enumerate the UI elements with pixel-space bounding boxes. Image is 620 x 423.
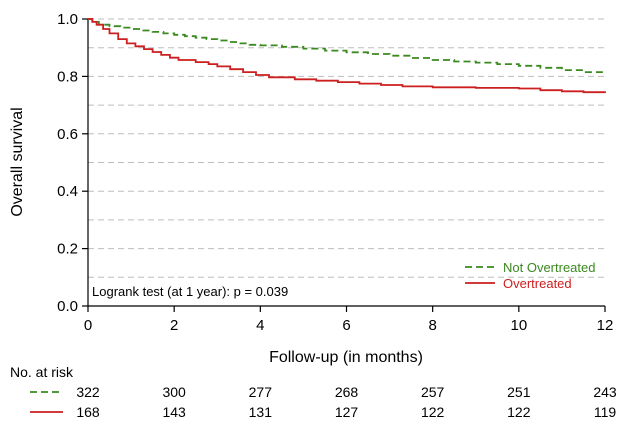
x-tick-label: 4 xyxy=(256,317,264,334)
risk-count: 268 xyxy=(335,384,359,400)
series-line-overtreated xyxy=(88,18,606,94)
legend-label-overtreated: Overtreated xyxy=(503,276,572,291)
y-ticks: 0.0 0.2 0.4 0.6 0.8 1.0 xyxy=(57,11,88,315)
risk-count: 127 xyxy=(335,404,359,420)
x-tick-label: 2 xyxy=(170,317,178,334)
x-ticks: 0 2 4 6 8 10 12 xyxy=(84,306,614,334)
x-tick-label: 10 xyxy=(510,317,527,334)
logrank-annotation: Logrank test (at 1 year): p = 0.039 xyxy=(92,284,288,299)
risk-count: 243 xyxy=(593,384,617,400)
risk-count: 122 xyxy=(507,404,531,420)
series-lines xyxy=(88,18,606,94)
risk-count: 168 xyxy=(76,404,100,420)
grid-lines xyxy=(88,18,605,278)
y-tick-label: 0.6 xyxy=(57,126,78,143)
legend: Not Overtreated Overtreated xyxy=(465,260,596,291)
y-tick-label: 0.2 xyxy=(57,241,78,258)
risk-count: 251 xyxy=(507,384,531,400)
risk-count: 122 xyxy=(421,404,445,420)
risk-count: 131 xyxy=(249,404,273,420)
risk-count: 143 xyxy=(162,404,186,420)
x-tick-label: 0 xyxy=(84,317,92,334)
x-axis-label: Follow-up (in months) xyxy=(269,349,423,366)
y-tick-label: 0.4 xyxy=(57,183,78,200)
y-tick-label: 1.0 xyxy=(57,11,78,28)
risk-table-title: No. at risk xyxy=(10,364,74,380)
x-tick-label: 6 xyxy=(342,317,350,334)
y-tick-label: 0.0 xyxy=(57,298,78,315)
legend-label-not-overtreated: Not Overtreated xyxy=(503,260,596,275)
y-axis-label: Overall survival xyxy=(9,107,26,216)
y-tick-label: 0.8 xyxy=(57,68,78,85)
series-line-not-overtreated xyxy=(88,18,606,74)
x-tick-label: 12 xyxy=(597,317,614,334)
risk-count: 300 xyxy=(162,384,186,400)
risk-count: 322 xyxy=(76,384,100,400)
risk-count: 257 xyxy=(421,384,445,400)
risk-count: 119 xyxy=(594,404,617,420)
risk-table-counts: 322 300 277 268 257 251 243 168 143 131 127 122 122 1… xyxy=(76,384,617,420)
risk-count: 277 xyxy=(249,384,273,400)
x-tick-label: 8 xyxy=(428,317,436,334)
